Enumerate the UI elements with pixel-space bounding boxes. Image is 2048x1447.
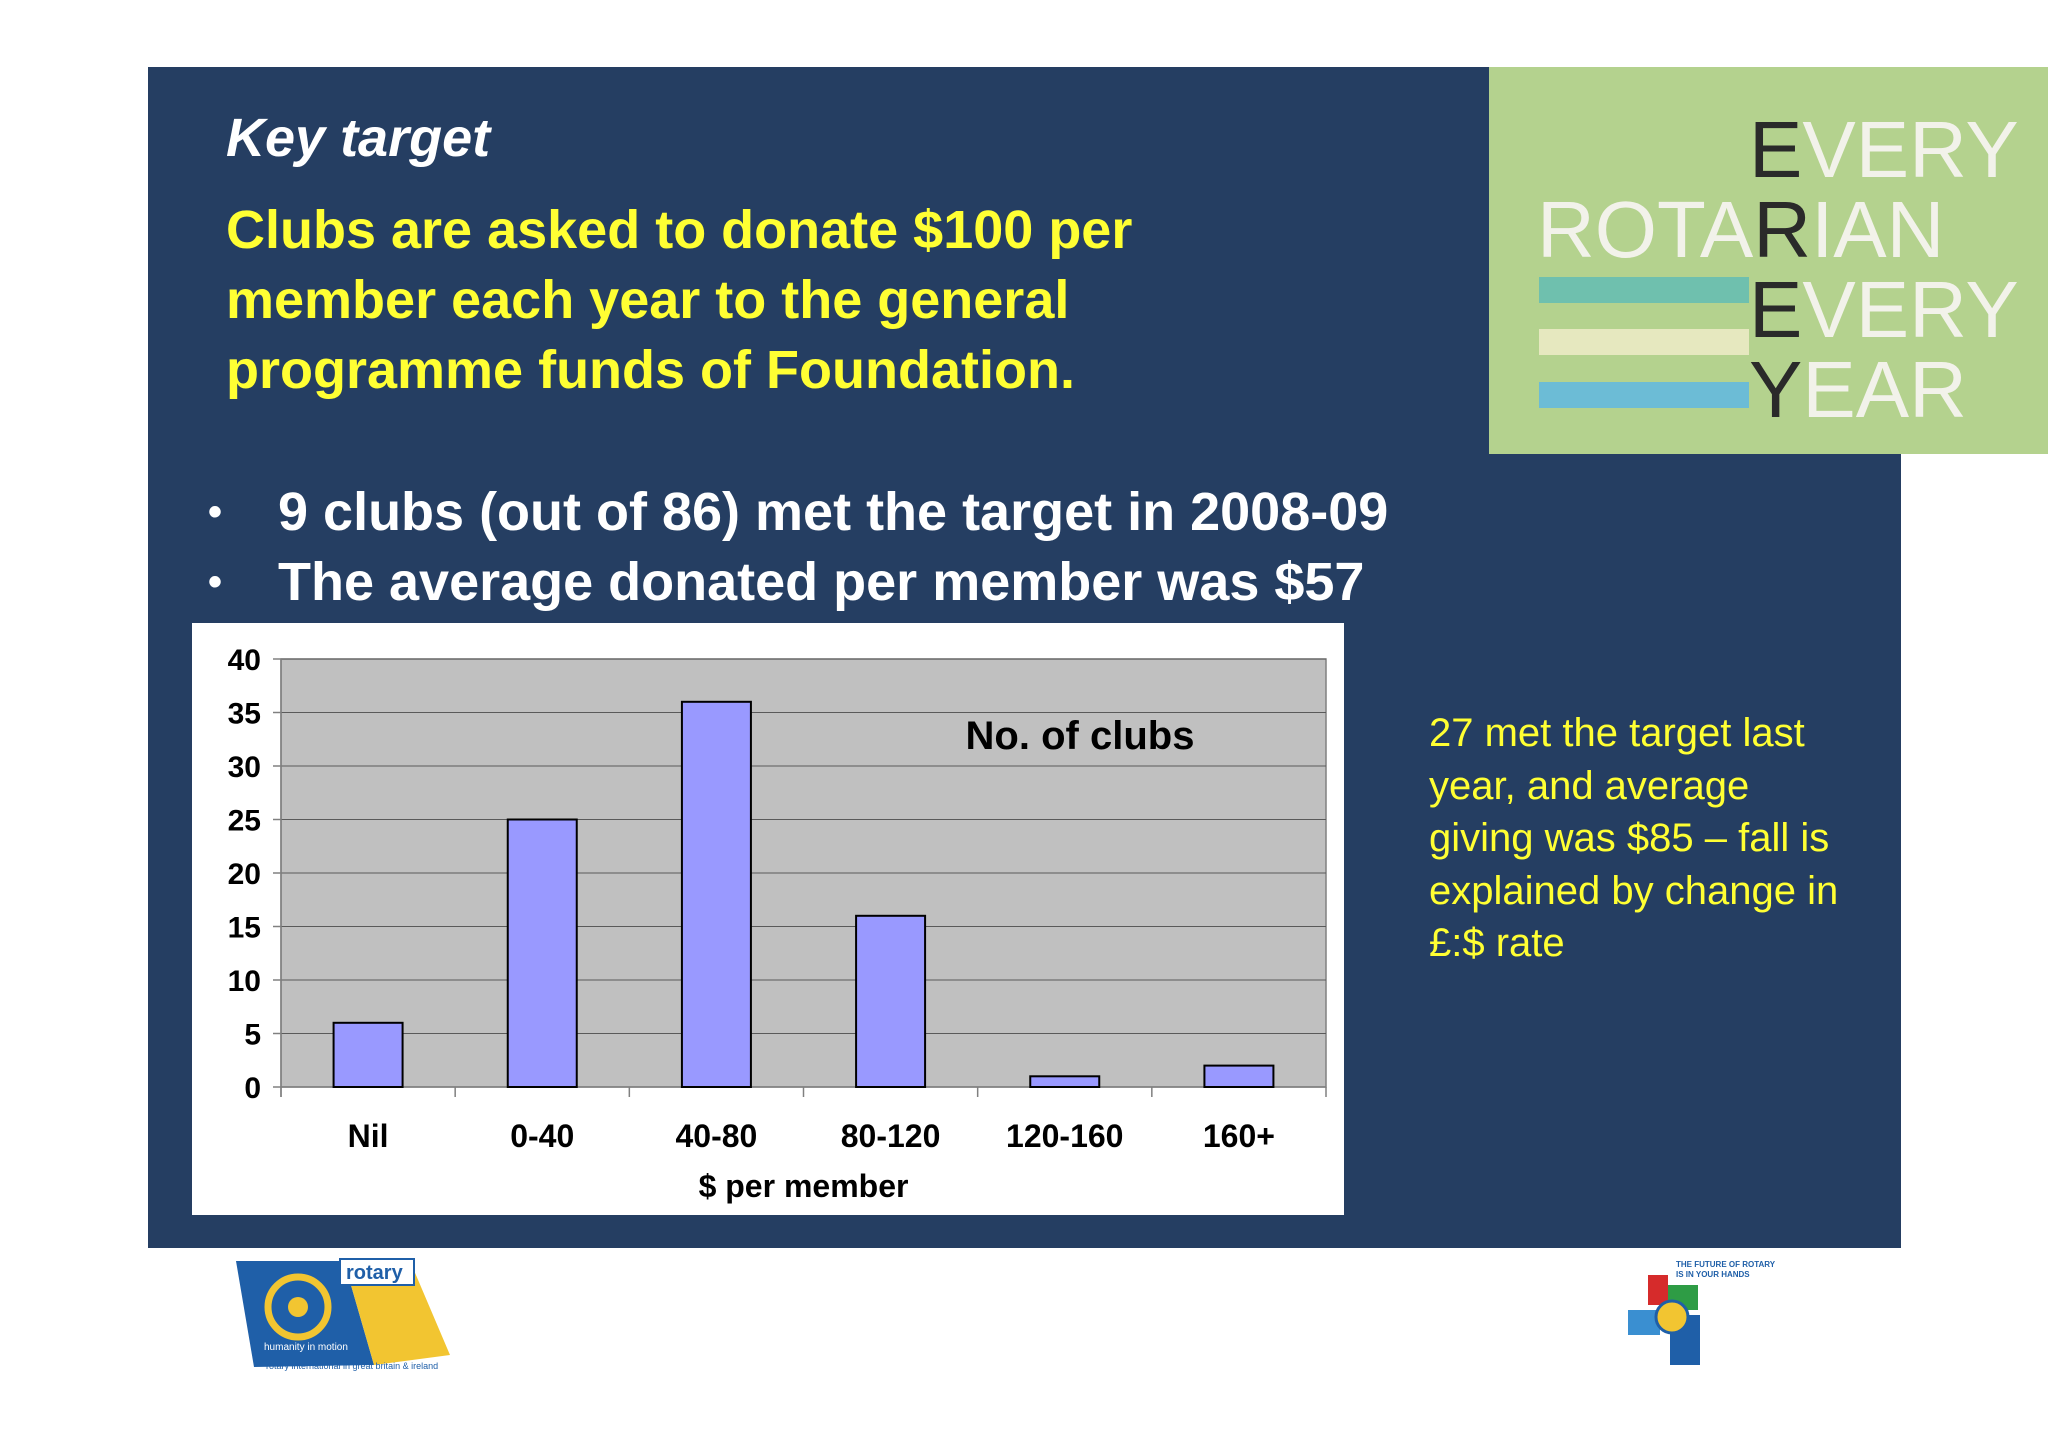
bullet-item: • The average donated per member was $57 <box>208 547 1388 617</box>
x-axis-label: $ per member <box>699 1168 909 1204</box>
y-tick-label: 40 <box>228 644 261 677</box>
bullet-dot: • <box>208 559 223 604</box>
logo-line-every: EVERY <box>1749 105 2019 194</box>
x-tick-label: 80-120 <box>841 1118 941 1154</box>
x-tick-label: 40-80 <box>675 1118 757 1154</box>
bullet-item: • 9 clubs (out of 86) met the target in 2… <box>208 477 1388 547</box>
future-in-your-hands-logo: THE FUTURE OF ROTARY IS IN YOUR HANDS <box>1608 1255 1788 1380</box>
bar <box>332 1021 404 1088</box>
logo-accent-letter: Y <box>1749 345 1802 434</box>
y-tick-label: 0 <box>244 1072 261 1105</box>
future-text-line2: IS IN YOUR HANDS <box>1676 1270 1750 1279</box>
rotary-tagline: humanity in motion <box>264 1342 348 1353</box>
target-statement: Clubs are asked to donate $100 per membe… <box>226 200 1133 400</box>
y-tick-label: 5 <box>244 1019 261 1052</box>
logo-accent-letter: R <box>1753 185 1811 274</box>
y-tick-label: 10 <box>228 965 261 998</box>
y-tick-label: 35 <box>228 698 261 731</box>
bar <box>855 914 927 1088</box>
bar <box>680 700 752 1089</box>
x-tick-label: 120-160 <box>1006 1118 1123 1154</box>
bullet-text: The average donated per member was $57 <box>278 552 1365 612</box>
y-tick-label: 15 <box>228 912 261 945</box>
every-rotarian-every-year-logo: EVERY ROTARIAN EVERY YEAR <box>1489 67 2048 454</box>
slide: Key target Clubs are asked to donate $10… <box>148 67 2048 1248</box>
clubs-bar-chart: 0 5 10 15 20 25 30 35 40 Nil 0-40 40-80 80-120 120-16… <box>192 623 1344 1215</box>
rotary-wordmark: rotary <box>346 1262 404 1284</box>
logo-line-every-2: EVERY <box>1749 265 2019 354</box>
bar <box>1029 1075 1101 1088</box>
y-tick-label: 30 <box>228 751 261 784</box>
rotary-subtitle: rotary international in great britain & … <box>266 1361 438 1371</box>
rotary-gbi-logo: rotary humanity in motion rotary interna… <box>234 1255 474 1380</box>
logo-line-year: YEAR <box>1749 345 1967 434</box>
side-note: 27 met the target last year, and average… <box>1429 711 1839 965</box>
x-tick-label: Nil <box>348 1118 389 1154</box>
legend-label: No. of clubs <box>966 714 1195 758</box>
logo-accent-letter: E <box>1749 265 1802 354</box>
bar <box>506 818 578 1088</box>
logo-accent-letter: E <box>1749 105 1802 194</box>
future-text-line1: THE FUTURE OF ROTARY <box>1676 1260 1776 1269</box>
bar <box>1203 1064 1275 1089</box>
y-tick-label: 20 <box>228 858 261 891</box>
y-tick-label: 25 <box>228 805 261 838</box>
logo-line-rotarian: ROTARIAN <box>1537 185 1944 274</box>
x-tick-label: 160+ <box>1203 1118 1275 1154</box>
bullet-dot: • <box>208 489 223 534</box>
chart-svg: 0 5 10 15 20 25 30 35 40 Nil 0-40 40-80 80-120 120-16… <box>228 644 1327 1204</box>
bullet-list: • 9 clubs (out of 86) met the target in 2… <box>208 477 1388 617</box>
slide-heading: Key target <box>226 108 491 168</box>
bullet-text: 9 clubs (out of 86) met the target in 20… <box>278 482 1389 542</box>
x-tick-label: 0-40 <box>510 1118 574 1154</box>
